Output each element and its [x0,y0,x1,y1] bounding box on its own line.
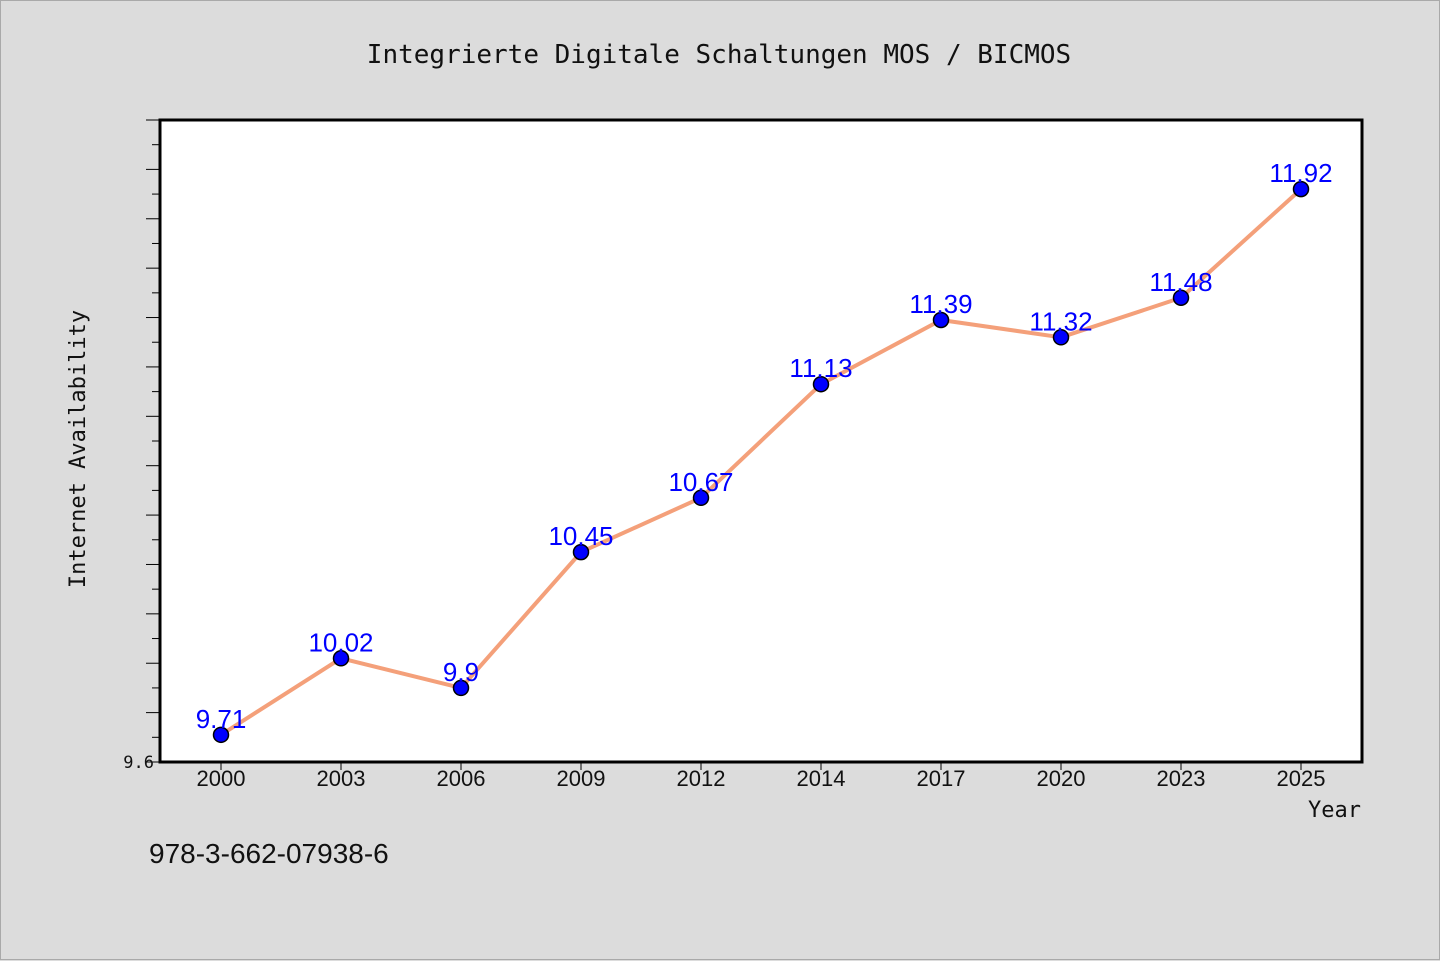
data-label: 10.45 [548,521,613,551]
data-label: 11.32 [1029,306,1092,336]
data-label: 9.9 [443,657,479,687]
x-tick-label: 2003 [317,766,366,791]
x-tick-label: 2006 [437,766,486,791]
x-tick-label: 2009 [557,766,606,791]
x-tick-label: 2025 [1277,766,1326,791]
y-axis-label: Internet Availability [66,310,91,588]
x-tick-label: 2017 [917,766,966,791]
data-labels: 9.71 10.02 9.9 10.45 10.67 11.13 11.39 11.32 11.… [196,158,1333,734]
data-point [1052,329,1070,346]
data-point [932,311,950,329]
x-tick-label: 2020 [1037,766,1086,791]
data-point [332,650,350,667]
x-tick-label: 2014 [797,766,846,791]
footer-code: 978-3-662-07938-6 [149,838,389,869]
data-point [1292,180,1310,198]
x-tick-label: 2012 [677,766,726,791]
data-markers [212,180,1310,744]
data-label: 11.48 [1149,267,1212,297]
x-axis-ticks: 2000 2003 2006 2009 2012 2014 2017 2020 2023 2025 [197,762,1326,791]
data-label: 10.67 [668,467,733,497]
data-point [572,543,590,561]
x-tick-label: 2000 [197,766,246,791]
data-label: 9.71 [196,704,247,734]
x-axis-label: Year [1308,798,1361,823]
data-point [1172,289,1190,307]
y-tick-label: 9.6 [123,753,154,773]
x-tick-label: 2023 [1157,766,1206,791]
data-point [212,726,230,744]
y-axis-ticks: 9.6 [123,119,160,773]
data-label: 11.13 [789,353,852,383]
data-point [692,489,710,507]
chart-title: Integrierte Digitale Schaltungen MOS / B… [367,40,1071,70]
data-label: 11.39 [909,289,972,319]
data-label: 10.02 [308,627,373,657]
series-line [219,187,1303,737]
data-point [812,375,830,393]
data-label: 11.92 [1269,158,1332,188]
data-point [452,679,470,697]
